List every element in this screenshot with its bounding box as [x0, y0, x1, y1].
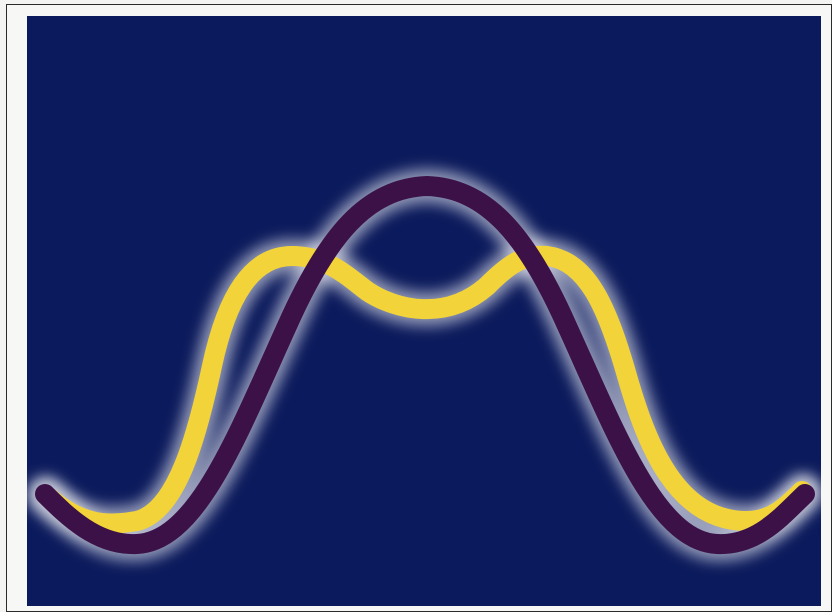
curves-illustration	[27, 16, 821, 606]
purple-single-peak-curve	[35, 176, 815, 555]
illustration-panel	[27, 16, 821, 606]
yellow-double-peak-curve	[37, 245, 812, 534]
